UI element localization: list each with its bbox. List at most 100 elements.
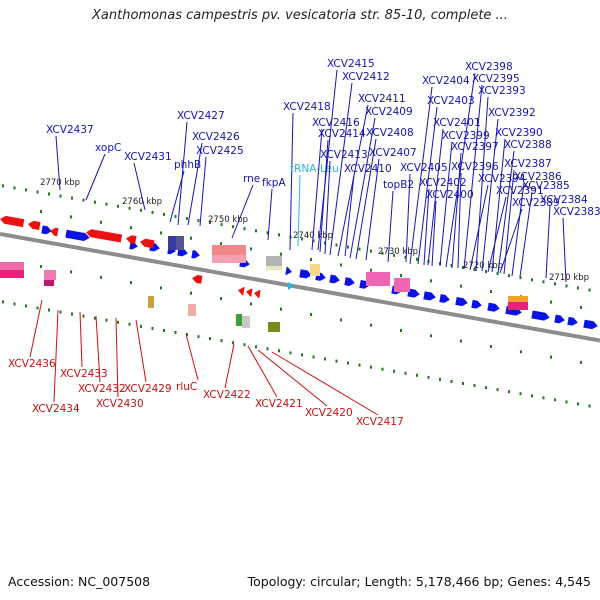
outer-reverse-tick <box>13 302 16 306</box>
forward-gene-label: XCV2412 <box>342 71 390 83</box>
outer-reverse-tick <box>358 363 361 367</box>
outer-reverse-tick <box>243 343 246 347</box>
outer-reverse-tick <box>209 337 211 341</box>
forward-label-leader <box>463 84 483 270</box>
reverse-gene-label: XCV2420 <box>305 407 353 419</box>
forward-gene-arrow <box>583 319 598 330</box>
inner-reverse-tick <box>190 291 192 295</box>
forward-gene-label: XCV2410 <box>344 163 392 175</box>
forward-label-leader <box>355 138 377 260</box>
forward-gene-arrow <box>329 274 340 284</box>
outer-reverse-tick <box>197 335 200 339</box>
forward-label-leader <box>487 196 507 273</box>
gene-feature-block <box>44 280 54 286</box>
outer-forward-tick <box>324 241 326 245</box>
outer-reverse-tick <box>393 369 395 373</box>
forward-label-leader <box>324 160 331 255</box>
outer-forward-tick <box>542 280 545 284</box>
forward-gene <box>583 319 598 330</box>
gene-feature-block <box>242 316 250 328</box>
forward-gene <box>455 297 468 307</box>
outer-forward-tick <box>462 266 464 269</box>
inner-forward-tick <box>190 236 192 240</box>
gene-feature-block <box>212 255 246 263</box>
reverse-gene <box>238 287 245 296</box>
outer-reverse-tick <box>335 359 338 363</box>
reverse-gene <box>192 275 203 284</box>
outer-forward-tick <box>588 288 591 292</box>
gene-feature-block <box>0 270 24 278</box>
reverse-gene-arrow <box>238 287 245 296</box>
forward-label-leader <box>491 138 506 273</box>
forward-label-leader <box>431 200 437 267</box>
forward-label-leader <box>481 118 499 272</box>
outer-forward-tick <box>13 186 16 190</box>
scale-tick-label: 2720 kbp <box>463 261 503 271</box>
outer-forward-tick <box>473 268 476 271</box>
outer-reverse-tick <box>588 404 591 408</box>
forward-label-leader <box>133 162 146 211</box>
outer-forward-tick <box>278 233 280 237</box>
forward-gene-label: XCV2396 <box>451 161 499 173</box>
forward-label-leader <box>503 169 515 275</box>
reverse-label-leader <box>79 311 83 368</box>
reverse-gene <box>140 238 155 249</box>
forward-gene-label: XCV2437 <box>46 124 94 136</box>
forward-label-leader <box>55 135 61 191</box>
reverse-gene <box>254 290 261 299</box>
genome-stats-text: Topology: circular; Length: 5,178,466 bp… <box>247 574 591 589</box>
trna-label: tRNA-Leu <box>290 163 339 175</box>
inner-forward-tick <box>580 305 582 309</box>
inner-reverse-tick <box>40 265 42 269</box>
outer-forward-tick <box>508 274 510 278</box>
outer-reverse-tick <box>347 361 349 365</box>
outer-reverse-tick <box>36 306 39 310</box>
inner-forward-tick <box>460 284 462 288</box>
outer-forward-tick <box>128 206 131 210</box>
reverse-gene-arrow <box>254 290 261 299</box>
forward-gene-label: XCV2392 <box>488 107 536 119</box>
outer-reverse-tick <box>220 339 223 343</box>
forward-gene-label: phhB <box>174 159 201 171</box>
gene-feature-block <box>268 322 280 332</box>
forward-gene-label: XCV2405 <box>400 162 448 174</box>
outer-reverse-tick <box>232 341 234 345</box>
forward-label-leader <box>451 152 462 269</box>
accession-text: Accession: NC_007508 <box>8 574 151 589</box>
reverse-label-leader <box>115 317 119 398</box>
inner-reverse-tick <box>220 297 222 301</box>
forward-gene-label: XCV2426 <box>192 131 240 143</box>
forward-gene <box>567 316 578 326</box>
outer-reverse-tick <box>519 392 522 396</box>
forward-gene-label: XCV2427 <box>177 110 225 122</box>
inner-forward-tick <box>550 300 552 304</box>
outer-reverse-tick <box>140 324 142 328</box>
outer-forward-tick <box>404 255 407 259</box>
inner-forward-tick <box>100 220 102 224</box>
forward-gene <box>285 266 292 275</box>
inner-forward-tick <box>220 242 222 246</box>
inner-forward-tick <box>310 258 312 261</box>
outer-forward-tick <box>209 221 211 225</box>
outer-reverse-tick <box>266 347 269 351</box>
forward-label-leader <box>289 112 294 251</box>
inner-reverse-tick <box>520 350 522 354</box>
reverse-label-leader <box>257 349 328 407</box>
scale-tick-label: 2760 kbp <box>122 197 162 207</box>
forward-gene-label: XCV2383 <box>553 206 600 218</box>
outer-forward-tick <box>151 210 154 214</box>
inner-reverse-tick <box>580 360 582 364</box>
gene-feature-block <box>168 236 178 250</box>
forward-label-leader <box>344 174 355 257</box>
forward-gene-arrow <box>531 310 550 321</box>
reverse-label-leader <box>224 343 235 389</box>
forward-label-leader <box>519 191 533 278</box>
forward-gene <box>359 279 370 289</box>
outer-forward-tick <box>370 249 372 253</box>
forward-label-leader <box>267 188 273 241</box>
forward-label-leader <box>349 117 376 259</box>
forward-label-leader <box>511 182 525 277</box>
forward-gene <box>329 274 340 284</box>
forward-gene <box>299 269 312 279</box>
inner-forward-tick <box>340 263 342 267</box>
